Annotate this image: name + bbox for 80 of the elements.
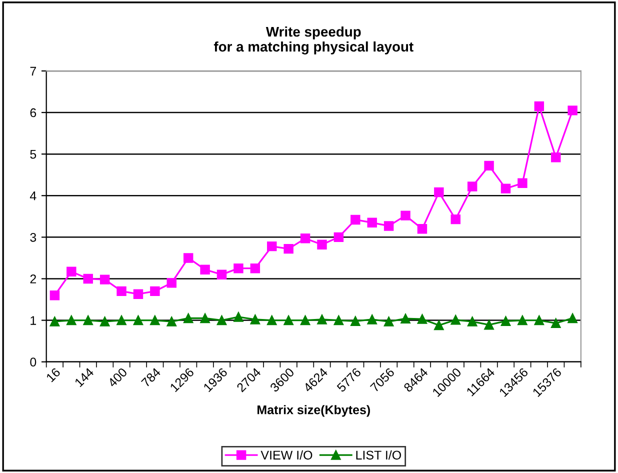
point	[300, 234, 310, 244]
y-tick-label: 3	[30, 232, 36, 242]
point	[367, 218, 377, 228]
point	[350, 214, 360, 225]
point	[484, 160, 494, 171]
point	[50, 316, 60, 326]
point	[317, 314, 327, 324]
point	[400, 314, 410, 324]
point	[367, 314, 377, 324]
point	[417, 314, 428, 324]
point	[417, 224, 428, 234]
point	[450, 214, 460, 224]
point	[300, 315, 310, 326]
x-tick-label: 784	[140, 367, 162, 388]
point	[116, 286, 126, 296]
point	[450, 315, 460, 325]
point	[100, 274, 110, 284]
point	[116, 315, 126, 326]
point	[83, 274, 93, 284]
y-tick-label: 6	[30, 108, 36, 118]
point	[334, 315, 344, 326]
point	[234, 263, 244, 274]
point	[467, 316, 478, 326]
x-tick-label: 144	[74, 367, 94, 388]
y-tick-label: 4	[30, 192, 36, 200]
point	[133, 289, 144, 299]
point	[500, 316, 511, 326]
point	[434, 320, 444, 330]
point	[250, 263, 260, 274]
point	[50, 290, 60, 300]
y-tick-label: 5	[30, 150, 36, 159]
chart-title: Write speedup for a matching physical layout	[214, 26, 414, 54]
point	[350, 316, 360, 326]
point	[284, 244, 294, 254]
point	[500, 184, 511, 194]
y-tick-label: 2	[30, 274, 36, 284]
point	[384, 316, 394, 326]
point	[83, 315, 93, 326]
point	[551, 318, 561, 328]
point	[317, 240, 327, 250]
point	[183, 253, 194, 263]
point	[267, 315, 277, 326]
legend-label: VIEW I/O	[260, 450, 312, 460]
point	[200, 313, 210, 324]
point	[267, 241, 277, 252]
point	[534, 101, 544, 112]
point	[166, 278, 176, 288]
point	[400, 210, 410, 220]
point	[250, 314, 260, 324]
y-tick-label: 7	[30, 66, 36, 76]
point	[216, 315, 227, 326]
point	[234, 312, 244, 322]
point	[150, 315, 160, 326]
point	[568, 313, 578, 324]
legend-label: LIST I/O	[356, 450, 401, 460]
x-axis-title: Matrix size(Kbytes)	[258, 405, 370, 417]
point	[518, 315, 528, 326]
y-tick-label: 1	[30, 316, 36, 325]
point	[467, 182, 478, 192]
point	[518, 178, 528, 188]
point	[384, 221, 394, 231]
y-tick-label: 0	[30, 358, 36, 366]
point	[183, 313, 194, 324]
point	[484, 320, 494, 330]
point	[133, 315, 144, 326]
point	[334, 232, 344, 242]
point	[200, 264, 210, 274]
point	[216, 270, 227, 280]
point	[66, 315, 76, 326]
x-tick-label: 400	[107, 367, 128, 388]
point	[568, 106, 578, 116]
point	[166, 316, 176, 326]
point	[66, 266, 76, 277]
point	[434, 187, 444, 198]
point	[534, 315, 544, 326]
point	[100, 316, 110, 326]
point	[150, 286, 160, 296]
point	[551, 152, 561, 162]
x-tick-label: 16	[46, 367, 61, 382]
point	[284, 315, 294, 326]
